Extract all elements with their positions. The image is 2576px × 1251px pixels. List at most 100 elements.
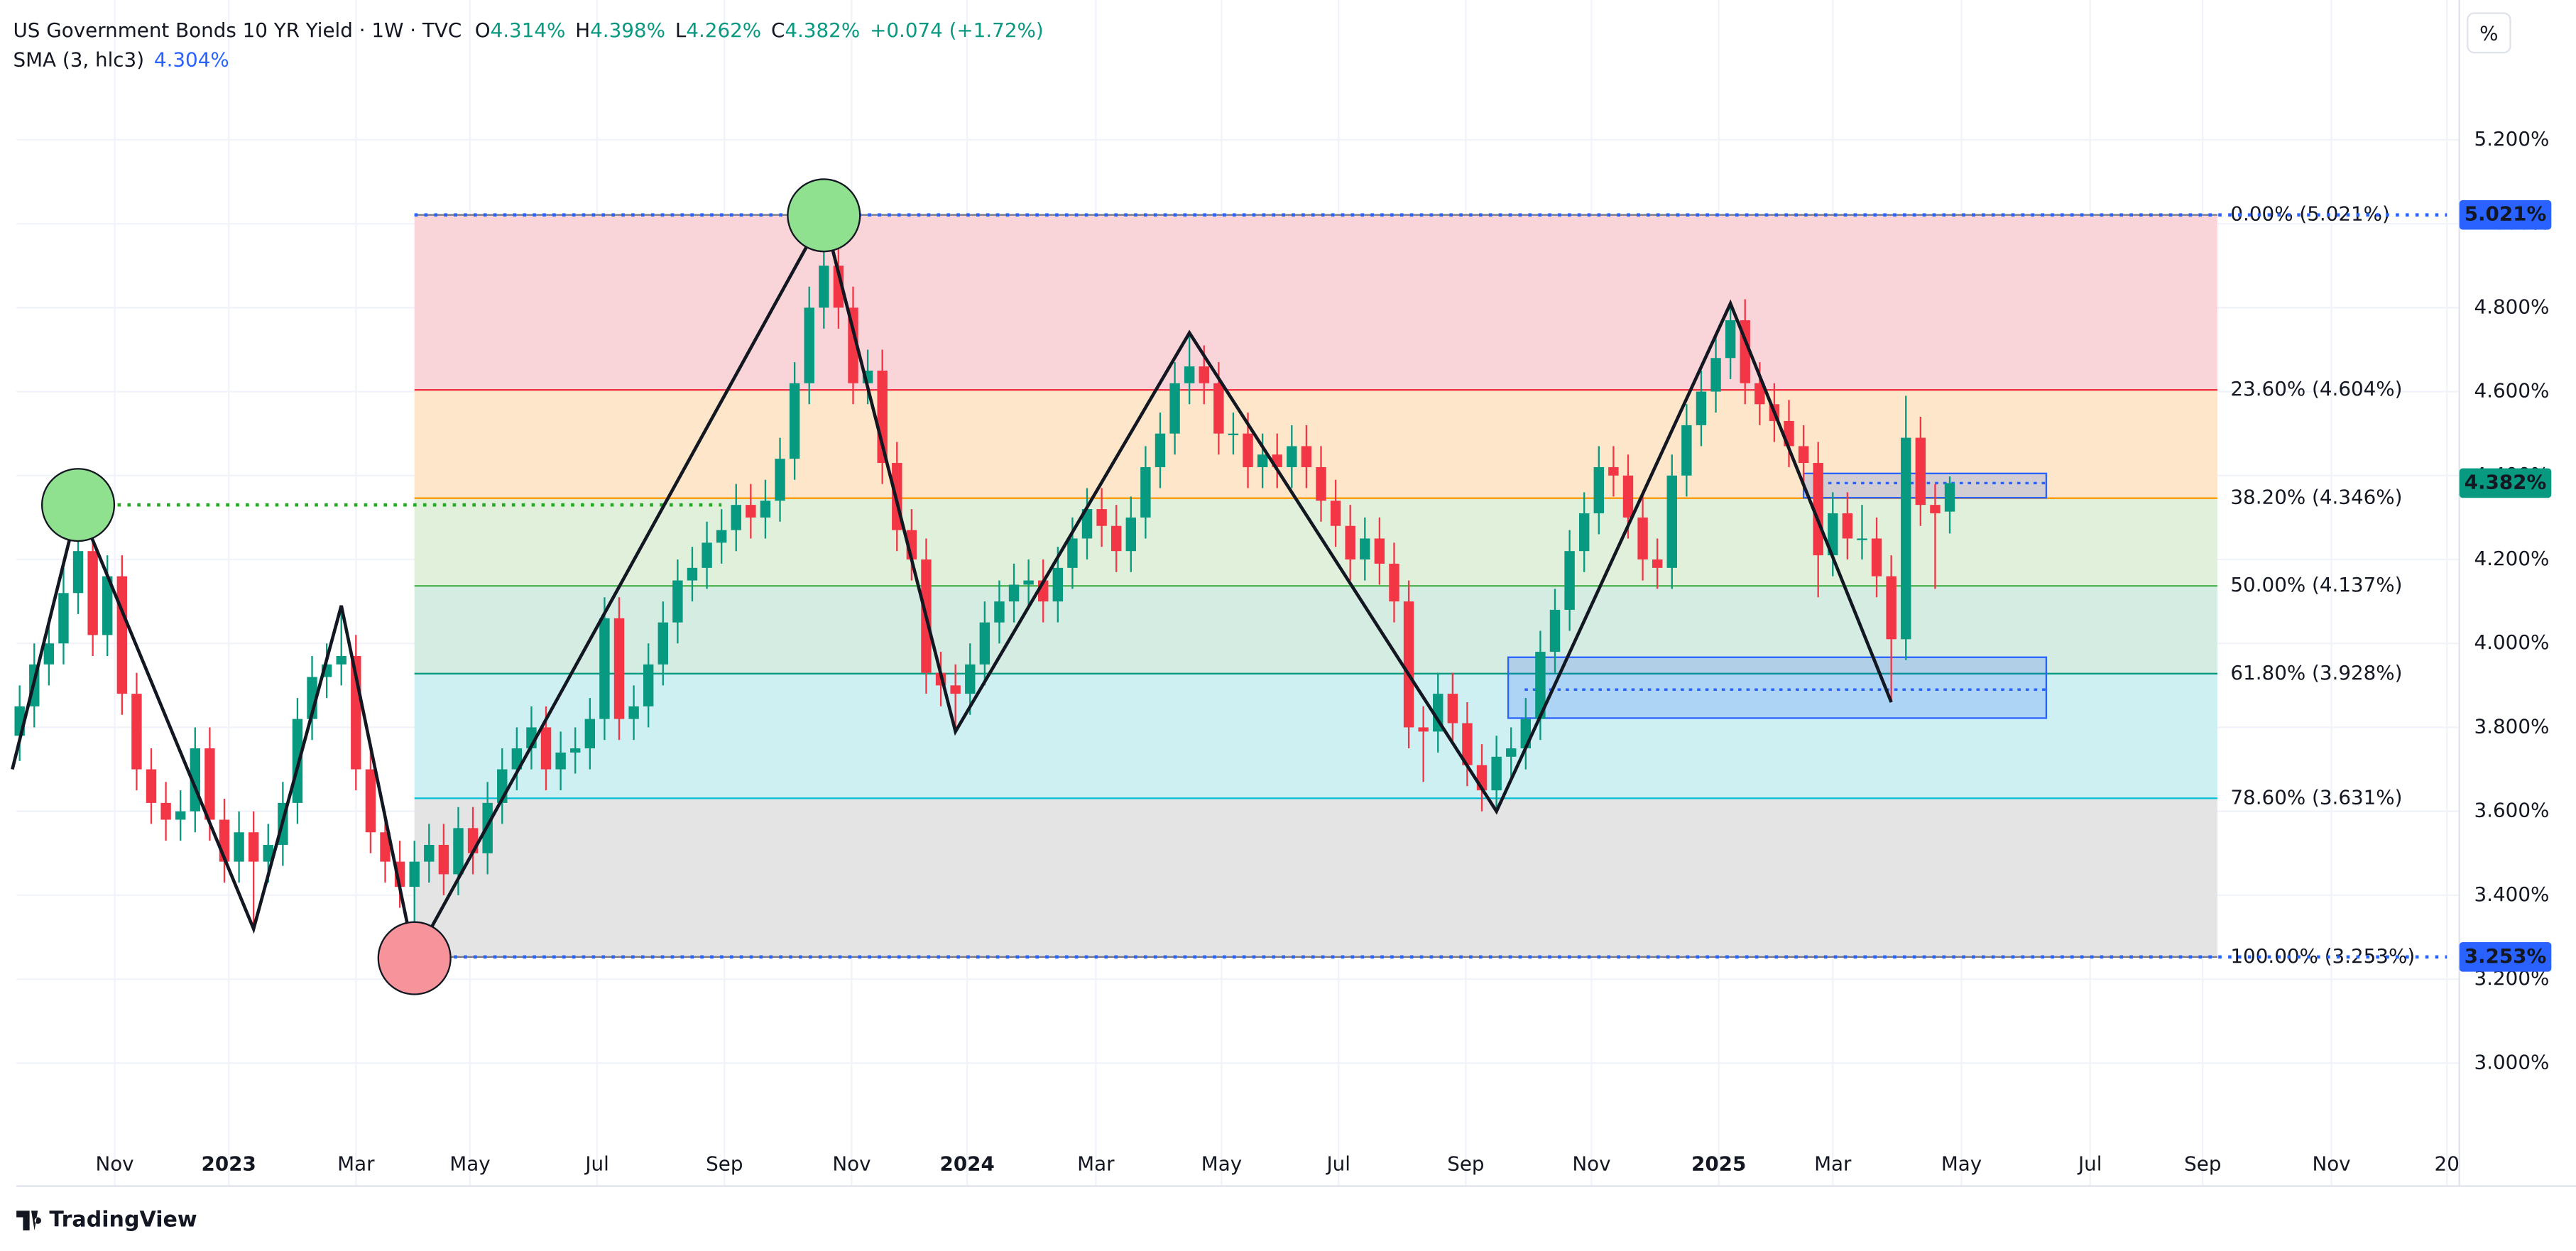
x-tick-label: Nov — [2312, 1152, 2350, 1175]
candle-body — [102, 576, 113, 635]
x-tick-label: Sep — [706, 1152, 743, 1175]
candle-body — [994, 601, 1005, 623]
candle-body — [1125, 517, 1136, 552]
change: +0.074 (+1.72%) — [870, 18, 1044, 42]
candle-body — [1345, 525, 1355, 560]
x-tick-label: Mar — [1077, 1152, 1115, 1175]
candle-body — [672, 580, 683, 623]
candle-body — [979, 622, 990, 665]
candle-body — [1944, 483, 1955, 512]
candle-body — [1155, 433, 1166, 467]
candle-body — [1360, 538, 1370, 560]
candle-body — [1491, 756, 1502, 791]
candle-body — [1330, 501, 1341, 526]
candle-body — [1067, 538, 1078, 568]
candle-body — [1257, 454, 1268, 467]
fib-band — [414, 586, 2217, 674]
x-tick-label: Jul — [584, 1152, 608, 1175]
ohlc-key: C — [771, 18, 785, 42]
y-tick-label: 4.800% — [2474, 295, 2550, 318]
candle-body — [1506, 748, 1517, 757]
pivot-marker — [377, 921, 452, 995]
candle-body — [687, 567, 698, 581]
candle-body — [1418, 727, 1429, 732]
candle-body — [775, 459, 785, 501]
fib-label: 38.20% (4.346%) — [2230, 486, 2402, 509]
fib-label: 61.80% (3.928%) — [2230, 661, 2402, 684]
candle-body — [1828, 513, 1838, 556]
candle-body — [292, 719, 303, 803]
fib-label: 23.60% (4.604%) — [2230, 377, 2402, 400]
candle-body — [1374, 538, 1385, 564]
candle-body — [1169, 383, 1180, 434]
box — [1507, 656, 2048, 719]
candle-body — [965, 664, 976, 694]
candle-body — [731, 505, 741, 530]
scale-button-label[interactable]: % — [2479, 22, 2498, 45]
candle-body — [116, 576, 128, 694]
price-tag — [2459, 200, 2552, 230]
candle-body — [365, 769, 376, 833]
y-tick-label: 3.800% — [2474, 714, 2550, 738]
candle-body — [628, 706, 639, 719]
candle-body — [263, 844, 273, 862]
candle-body — [1199, 366, 1209, 383]
ohlc: O4.314% H4.398% L4.262% C4.382% — [475, 18, 860, 42]
x-tick-label: Nov — [1572, 1152, 1610, 1175]
y-tick-label: 4.000% — [2474, 630, 2550, 654]
candle-body — [789, 383, 800, 459]
candle-body — [702, 542, 712, 568]
x-tick-label: Mar — [1814, 1152, 1852, 1175]
pivot-marker — [40, 468, 116, 542]
candle-body — [1725, 320, 1736, 359]
candle-body — [160, 802, 171, 820]
candle-body — [43, 643, 55, 665]
x-tick-label: Mar — [337, 1152, 375, 1175]
candle-body — [1871, 538, 1882, 577]
x-tick-label: Nov — [832, 1152, 871, 1175]
price-tag-label: 5.021% — [2465, 202, 2547, 226]
x-tick-label: 2024 — [940, 1152, 995, 1175]
ohlc-value: 4.314% — [491, 18, 566, 42]
x-tick-label: Nov — [95, 1152, 133, 1175]
candle-body — [58, 593, 69, 644]
candle-body — [1535, 652, 1546, 719]
indicator: SMA (3, hlc3) — [13, 48, 145, 72]
candle-body — [72, 551, 84, 594]
candle-body — [1637, 517, 1648, 560]
candle-body — [1549, 609, 1561, 652]
candle-body — [555, 752, 566, 770]
candle-body — [1666, 475, 1677, 568]
candle-body — [204, 748, 215, 820]
candle-body — [1652, 559, 1663, 568]
candle-body — [1930, 505, 1941, 513]
candle-body — [87, 551, 98, 635]
y-tick-label: 5.200% — [2474, 127, 2550, 151]
candle-body — [599, 618, 610, 719]
legend-line: US Government Bonds 10 YR Yield · 1W · T… — [13, 18, 1044, 42]
ohlc-value: 4.398% — [590, 18, 665, 42]
candle-body — [584, 719, 596, 749]
candle-body — [424, 844, 435, 862]
candle-body — [380, 832, 391, 862]
price-tag-label: 3.253% — [2465, 944, 2547, 968]
candle-body — [1228, 433, 1239, 435]
indicator-line: SMA (3, hlc3) 4.304% — [13, 48, 229, 72]
candle-body — [511, 748, 523, 770]
x-tick-label: May — [1941, 1152, 1982, 1175]
candle-body — [1593, 466, 1604, 513]
indicator-value: 4.304% — [154, 48, 229, 72]
candle-body — [175, 811, 186, 820]
x-tick-label: 2025 — [1691, 1152, 1746, 1175]
candle-body — [540, 727, 552, 770]
candle-body — [1886, 576, 1896, 640]
candle-body — [570, 748, 581, 753]
scale-button[interactable] — [2467, 12, 2511, 54]
candle-body — [1915, 437, 1926, 506]
candle-body — [409, 861, 420, 887]
candle-body — [1052, 567, 1064, 602]
candle-body — [1243, 433, 1253, 467]
candle-body — [950, 685, 961, 694]
